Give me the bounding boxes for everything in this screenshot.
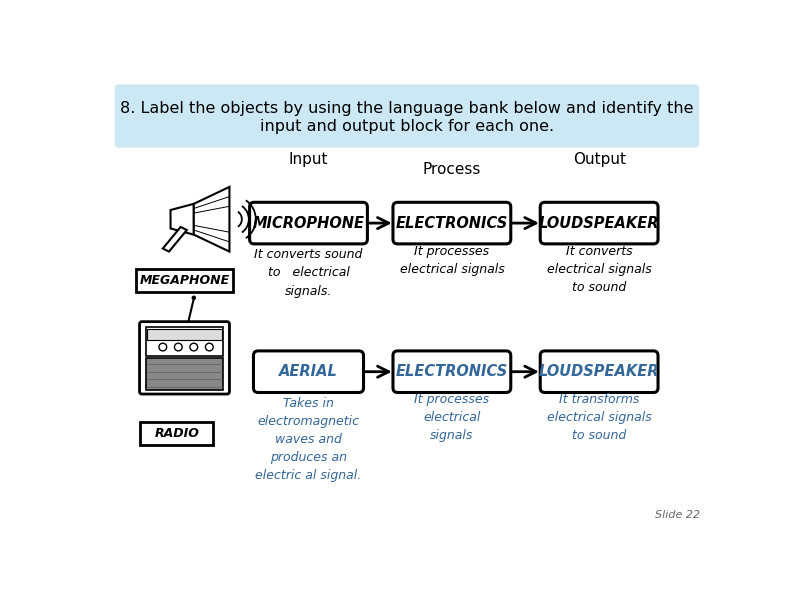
Text: RADIO: RADIO [154,427,199,440]
FancyBboxPatch shape [115,84,699,148]
FancyBboxPatch shape [141,422,213,445]
FancyBboxPatch shape [393,202,511,244]
Circle shape [192,296,195,299]
Text: Input: Input [289,152,328,167]
Text: LOUDSPEAKER: LOUDSPEAKER [539,364,659,379]
Polygon shape [163,227,187,252]
FancyBboxPatch shape [540,202,658,244]
Text: MEGAPHONE: MEGAPHONE [140,274,229,287]
FancyBboxPatch shape [253,351,364,393]
FancyBboxPatch shape [140,322,229,394]
Text: input and output block for each one.: input and output block for each one. [260,120,554,134]
Polygon shape [194,187,229,252]
Text: Slide 22: Slide 22 [655,509,700,519]
FancyBboxPatch shape [540,351,658,393]
Text: MICROPHONE: MICROPHONE [252,215,364,231]
Text: ELECTRONICS: ELECTRONICS [395,364,508,379]
Text: It converts sound
to   electrical
signals.: It converts sound to electrical signals. [254,249,363,298]
FancyBboxPatch shape [146,327,223,356]
FancyBboxPatch shape [393,351,511,393]
Text: Takes in
electromagnetic
waves and
produces an
electric al signal.: Takes in electromagnetic waves and produ… [256,397,361,482]
Polygon shape [171,204,194,234]
Text: It converts
electrical signals
to sound: It converts electrical signals to sound [547,245,652,294]
Text: Process: Process [422,162,481,177]
FancyBboxPatch shape [249,202,368,244]
Text: It transforms
electrical signals
to sound: It transforms electrical signals to soun… [547,393,652,442]
FancyBboxPatch shape [137,270,233,292]
Text: It processes
electrical signals: It processes electrical signals [399,245,504,275]
Text: LOUDSPEAKER: LOUDSPEAKER [539,215,659,231]
Text: ELECTRONICS: ELECTRONICS [395,215,508,231]
FancyBboxPatch shape [146,358,223,390]
FancyBboxPatch shape [148,328,222,340]
Circle shape [190,343,198,351]
Text: Output: Output [572,152,626,167]
Text: It processes
electrical
signals: It processes electrical signals [414,393,489,442]
Circle shape [159,343,167,351]
Circle shape [206,343,213,351]
Circle shape [175,343,182,351]
Text: AERIAL: AERIAL [279,364,338,379]
Text: 8. Label the objects by using the language bank below and identify the: 8. Label the objects by using the langua… [120,101,694,116]
